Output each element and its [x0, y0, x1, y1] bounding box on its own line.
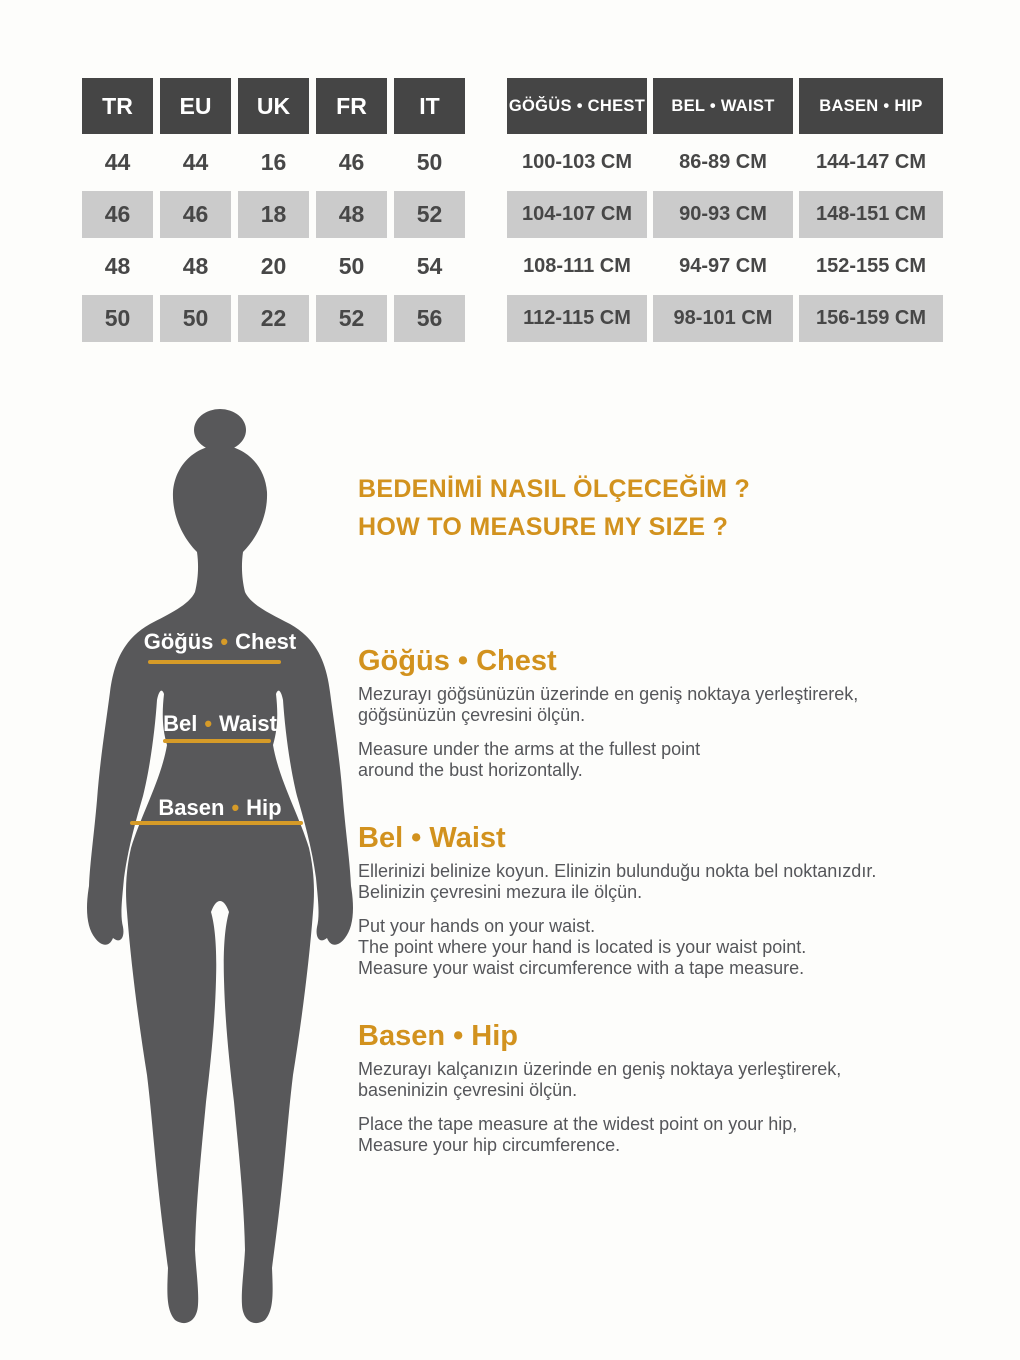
guide-title-en: HOW TO MEASURE MY SIZE ?	[358, 513, 729, 541]
size-table-header-cell: IT	[394, 78, 465, 134]
measurement-table: GÖĞÜS • CHEST BEL • WAIST BASEN • HIP 100-1…	[507, 78, 943, 342]
instruction-line-en: Measure under the arms at the fullest po…	[358, 739, 701, 759]
instruction-line-en: Put your hands on your waist.	[358, 916, 596, 936]
waist-measure-line	[163, 739, 271, 743]
chest-measure-line	[148, 660, 281, 664]
measure-table-cell: 86-89 CM	[679, 151, 767, 173]
size-table-cell: 54	[416, 253, 443, 279]
size-table-header-cell: FR	[316, 78, 387, 134]
instruction-line-tr: baseninizin çevresini ölçün.	[358, 1080, 578, 1100]
instruction-line-tr: göğsünüzün çevresini ölçün.	[358, 705, 586, 725]
measure-table-header-cell: BASEN • HIP	[799, 78, 943, 134]
size-table-cell: 18	[238, 191, 309, 238]
measure-table-cell: 90-93 CM	[653, 191, 793, 238]
size-table-header-cell: EU	[160, 78, 231, 134]
size-table-cell: 48	[182, 253, 209, 279]
size-conversion-table: TR EU UK FR IT 44 44 16 46 50 46 46 18 48 52 48 48 20 50 54…	[82, 78, 465, 342]
guide-section: Basen • Hip Mezurayı kalçanızın üzerinde …	[358, 1021, 1008, 1156]
measure-table-header-cell: BEL • WAIST	[653, 78, 793, 134]
instruction-line-en: Measure your hip circumference.	[358, 1135, 621, 1155]
size-table-cell: 44	[182, 149, 209, 175]
size-table-cell: 48	[104, 253, 131, 279]
guide-section: Göğüs • Chest Mezurayı göğsünüzün üzerind…	[358, 646, 1008, 781]
guide-title-tr: BEDENİMİ NASIL ÖLÇECEĞİM ?	[358, 475, 751, 503]
size-table-cell: 50	[338, 253, 365, 279]
figure-label-hip-tr: Basen	[158, 795, 225, 820]
size-table-cell: 50	[160, 295, 231, 342]
instruction-paragraph: Put your hands on your waist. The point w…	[358, 916, 1008, 979]
instruction-paragraph: Ellerinizi belinize koyun. Elinizin bulu…	[358, 861, 1008, 903]
size-table-header-cell: UK	[238, 78, 309, 134]
size-table-cell: 46	[338, 149, 365, 175]
section-heading: Basen • Hip	[358, 1020, 519, 1052]
guide-sections: Göğüs • Chest Mezurayı göğsünüzün üzerind…	[358, 646, 1008, 1156]
instruction-line-tr: Belinizin çevresini mezura ile ölçün.	[358, 882, 643, 902]
size-table-cell: 50	[82, 295, 153, 342]
figure-label-waist: Bel • Waist	[65, 711, 375, 737]
section-heading: Bel • Waist	[358, 822, 506, 854]
size-table-header-cell: TR	[82, 78, 153, 134]
size-table-cell: 48	[316, 191, 387, 238]
measure-table-cell: 156-159 CM	[799, 295, 943, 342]
measure-table-cell: 100-103 CM	[521, 151, 633, 173]
figure-label-chest-tr: Göğüs	[143, 629, 214, 654]
instruction-line-en: around the bust horizontally.	[358, 760, 583, 780]
size-table-cell: 46	[160, 191, 231, 238]
measure-table-cell: 112-115 CM	[507, 295, 647, 342]
section-heading: Göğüs • Chest	[358, 645, 557, 677]
measure-table-cell: 152-155 CM	[815, 255, 927, 277]
bullet-separator: •	[231, 795, 240, 820]
size-table-cell: 16	[260, 149, 287, 175]
measure-table-header-cell: GÖĞÜS • CHEST	[507, 78, 647, 134]
size-table-cell: 56	[394, 295, 465, 342]
figure-label-hip: Basen • Hip	[65, 795, 375, 821]
body-half-shape	[87, 445, 220, 1324]
figure-label-waist-tr: Bel	[163, 711, 198, 736]
instruction-line-tr: Mezurayı kalçanızın üzerinde en geniş no…	[358, 1059, 842, 1079]
instruction-paragraph: Mezurayı kalçanızın üzerinde en geniş no…	[358, 1059, 1008, 1101]
figure-label-chest-en: Chest	[235, 629, 297, 654]
guide-section: Bel • Waist Ellerinizi belinize koyun. El…	[358, 823, 1008, 979]
bullet-separator: •	[220, 629, 229, 654]
figure-label-chest: Göğüs • Chest	[65, 629, 375, 655]
size-table-cell: 20	[260, 253, 287, 279]
measure-table-cell: 94-97 CM	[679, 255, 767, 277]
hair-bun-shape	[194, 409, 246, 451]
instruction-line-en: Place the tape measure at the widest poi…	[358, 1114, 798, 1134]
measure-guide: BEDENİMİ NASIL ÖLÇECEĞİM ? HOW TO MEASUR…	[358, 470, 1008, 1156]
instruction-paragraph: Place the tape measure at the widest poi…	[358, 1114, 1008, 1156]
figure-label-hip-en: Hip	[246, 795, 282, 820]
measure-table-cell: 98-101 CM	[653, 295, 793, 342]
instruction-line-en: The point where your hand is located is …	[358, 937, 807, 957]
instruction-paragraph: Measure under the arms at the fullest po…	[358, 739, 1008, 781]
instruction-paragraph: Mezurayı göğsünüzün üzerinde en geniş no…	[358, 684, 1008, 726]
measure-table-cell: 144-147 CM	[815, 151, 927, 173]
guide-title: BEDENİMİ NASIL ÖLÇECEĞİM ? HOW TO MEASUR…	[358, 470, 1008, 546]
size-table-cell: 52	[394, 191, 465, 238]
instruction-line-tr: Mezurayı göğsünüzün üzerinde en geniş no…	[358, 684, 859, 704]
bullet-separator: •	[204, 711, 213, 736]
size-table-cell: 44	[104, 149, 131, 175]
hip-measure-line	[130, 821, 303, 825]
measure-table-cell: 148-151 CM	[799, 191, 943, 238]
size-table-cell: 50	[416, 149, 443, 175]
measure-table-cell: 108-111 CM	[523, 255, 631, 277]
size-table-cell: 52	[316, 295, 387, 342]
measure-table-cell: 104-107 CM	[507, 191, 647, 238]
size-table-cell: 22	[238, 295, 309, 342]
figure-label-waist-en: Waist	[219, 711, 277, 736]
instruction-line-tr: Ellerinizi belinize koyun. Elinizin bulu…	[358, 861, 877, 881]
instruction-line-en: Measure your waist circumference with a …	[358, 958, 805, 978]
size-table-cell: 46	[82, 191, 153, 238]
female-figure-icon	[87, 409, 353, 1324]
